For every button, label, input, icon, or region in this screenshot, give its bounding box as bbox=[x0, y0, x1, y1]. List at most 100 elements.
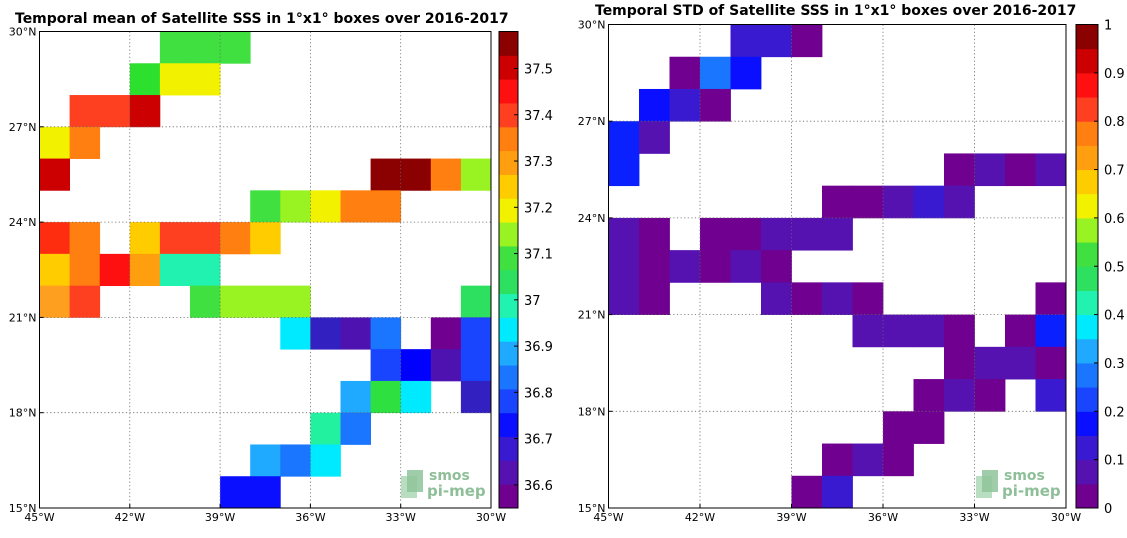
colorbar-tick-label: 0.4 bbox=[1104, 309, 1125, 324]
grid-cell bbox=[1035, 282, 1067, 315]
grid-cell bbox=[974, 346, 1006, 380]
grid-cell bbox=[39, 222, 70, 255]
colorbar-segment bbox=[1076, 435, 1098, 461]
grid-cell bbox=[129, 222, 161, 255]
logo-text-smos: smos bbox=[429, 468, 470, 484]
colorbar-tick-label: 0.6 bbox=[1104, 212, 1125, 227]
grid-cell bbox=[1035, 346, 1067, 380]
grid-cell bbox=[944, 346, 975, 380]
grid-cell bbox=[639, 88, 670, 122]
colorbar-tick-label: 37.3 bbox=[524, 155, 553, 170]
colorbar-segment bbox=[499, 31, 518, 56]
grid-cell bbox=[883, 185, 914, 219]
grid-cell bbox=[400, 380, 432, 414]
colorbar-segment bbox=[499, 412, 518, 438]
grid-cell bbox=[250, 476, 281, 509]
grid-cell bbox=[430, 349, 462, 382]
colorbar-tick-label: 37.1 bbox=[524, 248, 553, 263]
logo-mark-front bbox=[982, 470, 998, 492]
colorbar-tick-label: 37 bbox=[524, 294, 541, 309]
grid-cell bbox=[913, 185, 945, 219]
lat-tick-label: 24°N bbox=[578, 212, 606, 225]
grid-cell bbox=[370, 380, 402, 414]
grid-cell bbox=[669, 88, 701, 122]
grid-cell bbox=[340, 380, 371, 414]
grid-cell bbox=[700, 88, 731, 122]
grid-cell bbox=[730, 217, 762, 251]
colorbar: 36.6 36.7 36.8 36.9 37 37.1 37.2 37.3 37.4 37.5 bbox=[498, 31, 553, 509]
colorbar-segment bbox=[1076, 121, 1098, 146]
grid-cells bbox=[608, 24, 1067, 509]
colorbar-segment bbox=[499, 55, 518, 80]
grid-cell bbox=[730, 24, 762, 58]
map-frame bbox=[608, 24, 1067, 509]
colorbar-segment bbox=[1076, 362, 1098, 388]
grid-cell bbox=[608, 250, 640, 283]
grid-cell bbox=[460, 349, 492, 382]
colorbar-segment bbox=[1076, 217, 1098, 243]
lat-tick-label: 30°N bbox=[9, 26, 37, 39]
grid-cell bbox=[761, 282, 792, 315]
colorbar-segment bbox=[499, 365, 518, 390]
colorbar-frame bbox=[498, 31, 519, 509]
grid-cell bbox=[639, 121, 670, 154]
colorbar-tick-label: 36.9 bbox=[524, 340, 553, 355]
grid-cell bbox=[791, 24, 823, 58]
grid-cell bbox=[822, 217, 853, 251]
colorbar-segment bbox=[499, 150, 518, 175]
grid-cell bbox=[370, 349, 402, 382]
lat-tick-label: 30°N bbox=[578, 19, 606, 32]
colorbar-tick-label: 37.5 bbox=[524, 63, 553, 78]
grid-cell bbox=[1035, 314, 1067, 348]
lat-tick-label: 27°N bbox=[578, 115, 606, 128]
grid-cell bbox=[913, 411, 945, 444]
lon-tick-label: 39°W bbox=[776, 511, 806, 524]
grid-cell bbox=[400, 158, 432, 191]
colorbar-segment bbox=[499, 174, 518, 199]
grid-cell bbox=[822, 443, 853, 477]
grid-cell bbox=[852, 282, 884, 315]
colorbar-segment bbox=[1076, 483, 1098, 509]
colorbar-segment bbox=[1076, 97, 1098, 122]
colorbar-tick-label: 0.9 bbox=[1104, 67, 1125, 82]
grid-cell bbox=[460, 285, 492, 318]
grid-cell bbox=[460, 380, 492, 414]
grid-cell bbox=[608, 153, 640, 187]
gridlines bbox=[39, 31, 491, 508]
grid-cell bbox=[280, 317, 311, 350]
colorbar-segment bbox=[499, 484, 518, 509]
lat-tick-label: 15°N bbox=[578, 502, 606, 515]
grid-cell bbox=[730, 56, 762, 90]
grid-cell bbox=[430, 158, 462, 191]
grid-cell bbox=[669, 250, 701, 283]
grid-cell bbox=[340, 412, 371, 445]
grid-cell bbox=[190, 285, 221, 318]
grid-cell bbox=[69, 222, 101, 255]
colorbar-segment bbox=[1076, 242, 1098, 267]
grid-cell bbox=[669, 56, 701, 90]
panel-title: Temporal STD of Satellite SSS in 1°x1° b… bbox=[595, 3, 1076, 19]
grid-cell bbox=[430, 317, 462, 350]
grid-cell bbox=[460, 158, 492, 191]
grid-cell bbox=[370, 190, 402, 223]
colorbar-segment bbox=[1076, 387, 1098, 412]
panel-mean-sss: Temporal mean of Satellite SSS in 1°x1° … bbox=[9, 11, 553, 524]
lat-tick-label: 18°N bbox=[9, 407, 37, 420]
colorbar-segment bbox=[499, 269, 518, 295]
lon-tick-label: 30°W bbox=[1051, 511, 1081, 524]
lon-tick-label: 39°W bbox=[205, 511, 235, 524]
lon-tick-label: 36°W bbox=[295, 511, 325, 524]
colorbar-segment bbox=[499, 317, 518, 342]
grid-cell bbox=[220, 476, 251, 509]
grid-cell bbox=[791, 217, 823, 251]
grid-cell bbox=[974, 379, 1006, 412]
colorbar-tick-label: 0 bbox=[1104, 502, 1112, 517]
grid-cell bbox=[69, 95, 101, 128]
grid-cell bbox=[761, 24, 792, 58]
grid-cell bbox=[310, 412, 341, 445]
colorbar-segment bbox=[1076, 314, 1098, 340]
grid-cell bbox=[340, 317, 371, 350]
panel-std-sss: Temporal STD of Satellite SSS in 1°x1° b… bbox=[578, 3, 1125, 524]
colorbar-segment bbox=[499, 79, 518, 104]
grid-cell bbox=[39, 158, 70, 191]
